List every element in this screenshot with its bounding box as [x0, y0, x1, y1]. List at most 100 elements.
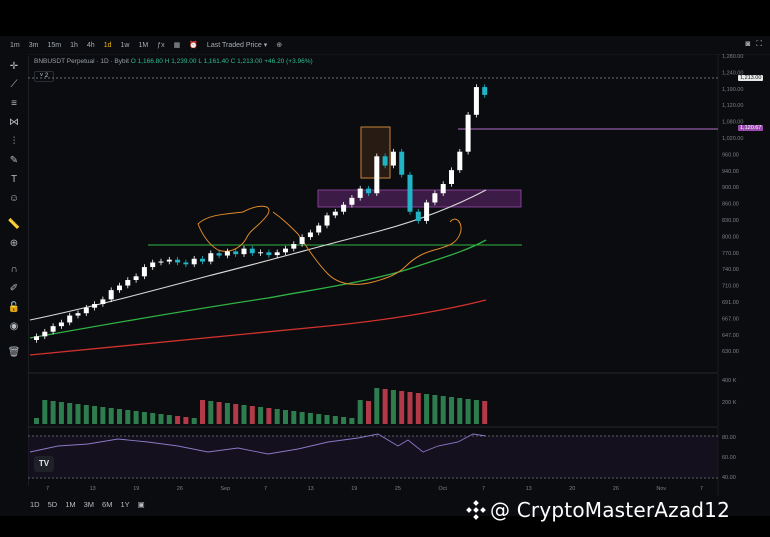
- volume-bar: [399, 391, 405, 424]
- volume-bar: [407, 392, 413, 424]
- drawing-sidebar: ✛ ⟋ ≡ ⋈ ⫶ ✎ T ☺ 📏 ⊕ ∩ ✐ 🔓 ◉ 🗑: [0, 56, 29, 486]
- interval-1d[interactable]: 1d: [103, 41, 112, 49]
- price-mode-dropdown[interactable]: Last Traded Price ▾: [206, 42, 268, 49]
- line-tool-icon[interactable]: ⟋: [10, 79, 18, 90]
- symbol-legend: BNBUSDT Perpetual · 1D · Bybit O 1,166.8…: [34, 58, 313, 65]
- candle: [291, 244, 297, 249]
- volume-bar: [34, 418, 39, 424]
- text-tool-icon[interactable]: T: [10, 174, 18, 185]
- candle: [67, 315, 73, 323]
- interval-1w[interactable]: 1w: [120, 41, 130, 49]
- lock-pencil-icon[interactable]: ✐: [9, 283, 19, 294]
- volume-bar: [274, 409, 280, 424]
- candle: [141, 267, 147, 277]
- price-tick-label: 900.00: [722, 185, 739, 191]
- pattern-tool-icon[interactable]: ⋈: [9, 117, 19, 128]
- interval-1h[interactable]: 1h: [70, 41, 78, 49]
- alerts-icon[interactable]: ⏰: [189, 42, 198, 49]
- price-tick-label: 647.00: [722, 333, 739, 339]
- rsi-tick-label: 40.00: [722, 475, 736, 481]
- crosshair-icon[interactable]: ✛: [9, 61, 19, 72]
- candle: [316, 225, 322, 233]
- volume-bar: [366, 401, 371, 424]
- templates-icon[interactable]: ▦: [173, 42, 181, 49]
- price-chart[interactable]: 1,280.00 1,240.00 1,190.00 1,120.00 1,080.00…: [28, 54, 770, 496]
- volume-bar: [316, 414, 322, 424]
- range-1M[interactable]: 1M: [65, 500, 76, 509]
- calendar-icon[interactable]: ▣: [137, 500, 145, 509]
- range-1D[interactable]: 1D: [30, 500, 40, 509]
- fib-tool-icon[interactable]: ≡: [11, 98, 17, 109]
- range-1Y[interactable]: 1Y: [120, 500, 130, 509]
- emoji-icon[interactable]: ☺: [8, 193, 20, 204]
- trash-icon[interactable]: 🗑: [7, 347, 21, 358]
- projection-tool-icon[interactable]: ⫶: [12, 136, 16, 147]
- candle: [482, 87, 488, 95]
- time-tick-label: 13: [526, 486, 532, 492]
- time-tick-label: 20: [569, 486, 575, 492]
- volume-bar: [150, 413, 156, 424]
- camera-icon[interactable]: ◙: [745, 39, 751, 48]
- candle: [125, 280, 131, 286]
- candle: [473, 87, 479, 115]
- candle: [407, 174, 413, 212]
- interval-15m[interactable]: 15m: [47, 41, 62, 49]
- volume-bar: [291, 411, 297, 424]
- price-axis[interactable]: 1,280.00 1,240.00 1,190.00 1,120.00 1,080.00…: [722, 54, 743, 355]
- level-price-tag: 1,120.67: [738, 125, 764, 131]
- volume-bar: [332, 416, 338, 424]
- volume-tick-label: 200 K: [722, 400, 737, 406]
- legend-high: H 1,239.00: [164, 58, 197, 65]
- eye-icon[interactable]: ◉: [9, 321, 19, 332]
- legend-low: L 1,161.40: [198, 58, 229, 65]
- add-icon[interactable]: ⊕: [276, 42, 283, 49]
- brush-icon[interactable]: ✎: [9, 155, 19, 166]
- candle: [366, 188, 371, 194]
- volume-bar: [307, 413, 313, 424]
- candle: [58, 322, 64, 327]
- range-5D[interactable]: 5D: [47, 500, 58, 509]
- volume-bar: [100, 407, 106, 424]
- rsi-tick-label: 80.00: [722, 435, 736, 441]
- range-bar: 1D 5D 1M 3M 6M 1Y ▣: [30, 500, 145, 509]
- candles-group: [34, 84, 488, 343]
- interval-1M[interactable]: 1M: [138, 41, 149, 49]
- candle: [465, 114, 471, 152]
- range-6M[interactable]: 6M: [102, 500, 113, 509]
- interval-1m[interactable]: 1m: [10, 41, 20, 49]
- time-tick-label: 25: [395, 486, 401, 492]
- candle: [274, 252, 280, 256]
- time-tick-label: 7: [482, 486, 485, 492]
- range-3M[interactable]: 3M: [83, 500, 95, 509]
- time-tick-label: 19: [351, 486, 357, 492]
- symbol-name[interactable]: BNBUSDT Perpetual · 1D · Bybit: [34, 58, 129, 65]
- ma-white: [29, 189, 487, 321]
- candle: [34, 336, 39, 340]
- price-tick-label: 691.00: [722, 300, 739, 306]
- volume-bar: [449, 397, 454, 424]
- candle: [440, 184, 446, 194]
- candle: [158, 261, 164, 263]
- fullscreen-icon[interactable]: ⛶: [756, 39, 762, 48]
- candle: [307, 232, 313, 238]
- interval-4h[interactable]: 4h: [86, 41, 95, 49]
- volume-bar: [133, 411, 139, 424]
- binance-logo-icon: [466, 500, 486, 520]
- candle: [399, 151, 405, 175]
- indicators-icon[interactable]: ƒx: [157, 41, 165, 49]
- volume-bar: [349, 418, 355, 424]
- watermark-text: @ CryptoMasterAzad12: [490, 498, 731, 522]
- indicator-collapse-button[interactable]: ˅ 2: [34, 71, 54, 82]
- candle: [357, 188, 363, 198]
- volume-bar: [200, 400, 205, 424]
- ruler-icon[interactable]: 📏: [7, 219, 21, 230]
- legend-open: O 1,166.80: [130, 58, 163, 65]
- price-tick-label: 1,280.00: [722, 54, 743, 60]
- time-axis[interactable]: 7 13 19 26 Sep 7 13 19 25 Oct 7 13 20 26 Nov 7: [46, 486, 703, 492]
- magnet-icon[interactable]: ∩: [10, 264, 18, 275]
- lock-icon[interactable]: 🔓: [7, 302, 21, 313]
- time-tick-label: 26: [177, 486, 183, 492]
- interval-3m[interactable]: 3m: [28, 41, 39, 49]
- volume-bar: [324, 415, 330, 424]
- zoom-icon[interactable]: ⊕: [9, 238, 19, 249]
